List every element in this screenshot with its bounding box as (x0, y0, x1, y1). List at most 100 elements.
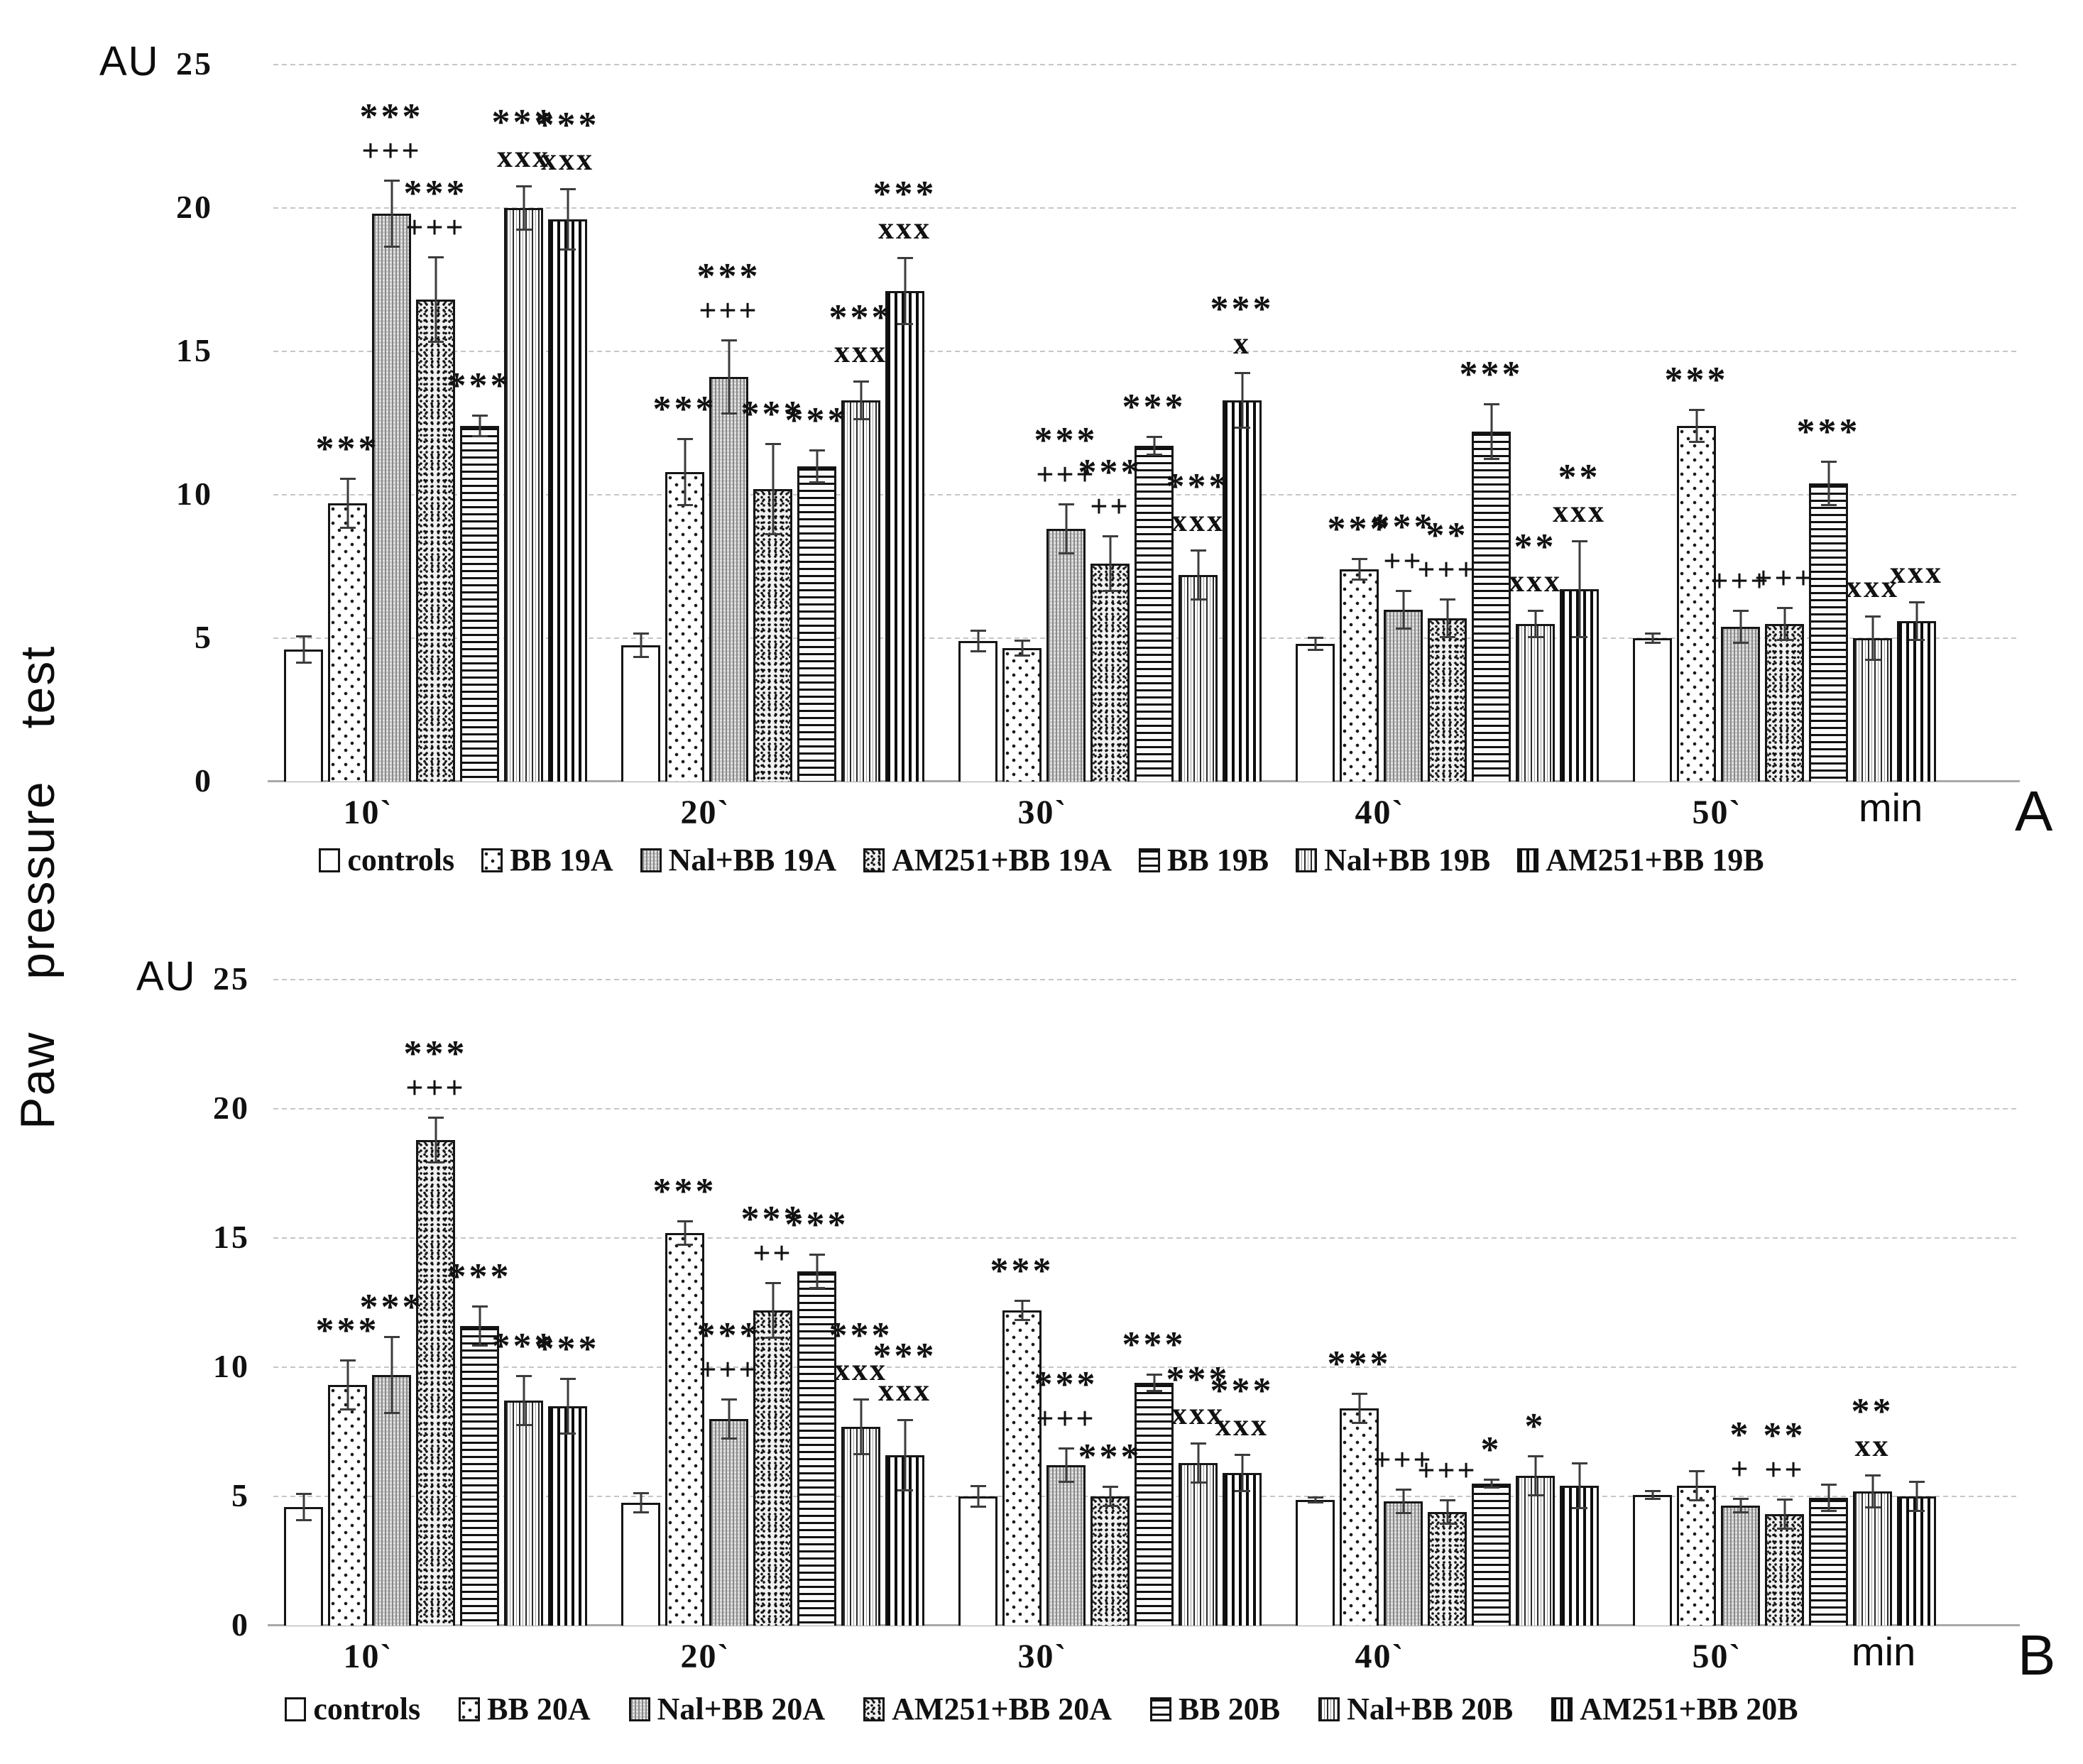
legend-swatch-bb-20b (1150, 1697, 1172, 1721)
bar-slot: ** +++ (1417, 65, 1475, 782)
error-bar-cap (1234, 427, 1250, 429)
legend: controls BB 20A Nal+BB 20A AM251+BB 20A BB 2… (16, 1691, 2067, 1727)
bar-nal-bb-20b-50 (1853, 1491, 1892, 1626)
bar-slot: * (1516, 980, 1555, 1626)
error-bar-cap (809, 481, 825, 483)
significance-symbols: xxx (1553, 494, 1606, 530)
bar-slot: *** xxx (1166, 980, 1228, 1626)
error-bar-cap (1483, 1486, 1499, 1489)
bar-nal-bb-20b-40 (1516, 1476, 1555, 1626)
significance-symbols: *** (491, 1325, 556, 1366)
legend-item-nal-bb-20a: Nal+BB 20A (628, 1691, 825, 1727)
error-bar-stem (479, 1305, 481, 1347)
error-bar-cap (1732, 642, 1749, 644)
error-bar (958, 630, 997, 652)
error-bar (1853, 1474, 1892, 1508)
error-bar (1002, 640, 1042, 657)
bar-controls-50 (1633, 1495, 1672, 1626)
bar-am251-bb-19a-40 (1428, 618, 1467, 782)
significance-annotation: xxx (1890, 557, 1943, 591)
error-bar-cap (559, 188, 576, 190)
error-bar-cap (1102, 1505, 1118, 1507)
bar-slot (1002, 65, 1042, 782)
gridline (273, 64, 2020, 65)
significance-annotation: *** (1078, 1438, 1142, 1476)
significance-annotation: *** xxx (829, 299, 893, 371)
bar-bb-19b-10 (460, 426, 499, 782)
error-bar-stem (1109, 1486, 1111, 1507)
bar-bb-19b-40 (1472, 432, 1511, 782)
significance-symbols: xxx (541, 142, 594, 177)
error-bar-stem (1153, 436, 1155, 456)
significance-annotation: ** ++ (1764, 1417, 1806, 1489)
error-bar (1633, 632, 1672, 644)
error-bar-stem (1827, 1484, 1830, 1512)
error-bar (1296, 1496, 1335, 1503)
error-bar-stem (1578, 540, 1580, 638)
significance-symbols: * (1524, 1406, 1546, 1447)
error-bar-stem (1490, 403, 1492, 460)
x-tick-label: 30` (1017, 1638, 1068, 1675)
bar-controls-20 (621, 645, 660, 782)
error-bar (709, 1398, 748, 1440)
significance-symbols: *** (1122, 386, 1186, 427)
legend-label: BB 20B (1179, 1692, 1281, 1726)
error-bar-cap (559, 1378, 576, 1380)
error-bar-cap (1483, 1479, 1499, 1481)
bar-slot: *** (990, 980, 1051, 1626)
y-tick-label: 20 (213, 1090, 250, 1126)
significance-symbols: *** (491, 102, 556, 143)
error-bar-cap (1776, 607, 1793, 609)
significance-symbols: *** (359, 1286, 424, 1327)
significance-symbols: *** (1664, 359, 1729, 400)
error-bar-cap (897, 323, 913, 325)
y-tick-label: 15 (213, 1219, 250, 1255)
error-bar-cap (1234, 372, 1250, 374)
error-bar (416, 1117, 455, 1163)
bar-slot (1560, 980, 1599, 1626)
error-bar-cap (1058, 1481, 1074, 1483)
error-bar-stem (1915, 601, 1918, 641)
significance-symbols: ++ (753, 1236, 793, 1271)
error-bar-stem (1241, 1454, 1243, 1492)
bar-slot (1897, 980, 1936, 1626)
error-bar (1809, 461, 1848, 506)
legend-label: Nal+BB 19A (668, 843, 837, 877)
bar-bb-20a-20 (665, 1233, 704, 1626)
bar-slot: *** ++ (1078, 65, 1139, 782)
error-bar-cap (1058, 1447, 1074, 1450)
error-bar-cap (1307, 637, 1323, 639)
significance-symbols: *** (873, 1335, 937, 1376)
bar-am251-bb-19a-50 (1765, 624, 1804, 782)
error-bar-cap (1527, 1455, 1543, 1457)
error-bar-cap (765, 1282, 781, 1284)
error-bar-stem (390, 1336, 393, 1414)
bar-nal-bb-20b-20 (841, 1427, 880, 1626)
error-bar-cap (809, 1254, 825, 1256)
error-bar-cap (1439, 636, 1455, 638)
error-bar-cap (1307, 1496, 1323, 1499)
significance-annotation: +++ (1710, 565, 1770, 600)
error-bar-cap (1644, 1498, 1661, 1500)
gridline (273, 979, 2020, 980)
error-bar-stem (1197, 549, 1199, 601)
significance-symbols: *** (1078, 451, 1142, 493)
bar-slot: *** (1665, 65, 1726, 782)
bar-slot: ** ++ (1764, 980, 1806, 1626)
error-bar-cap (427, 341, 444, 343)
legend-swatch-nal-bb-19b (1296, 848, 1318, 872)
bar-group-50: *** +++ +++ *** xxx xxx (1633, 65, 1941, 782)
error-bar (1340, 558, 1379, 581)
error-bar-stem (816, 1254, 818, 1289)
legend-item-controls: controls (319, 842, 454, 878)
error-bar-cap (765, 533, 781, 535)
significance-symbols: +++ (405, 1070, 466, 1106)
error-bar-cap (1820, 504, 1837, 506)
legend-label: AM251+BB 19B (1546, 843, 1764, 877)
y-tick-label: 0 (231, 1606, 250, 1643)
bar-bb-20a-10 (328, 1385, 367, 1626)
error-bar (1179, 549, 1218, 601)
error-bar-cap (1820, 1484, 1837, 1486)
error-bar (1765, 607, 1804, 641)
significance-symbols: xxx (834, 1352, 887, 1388)
